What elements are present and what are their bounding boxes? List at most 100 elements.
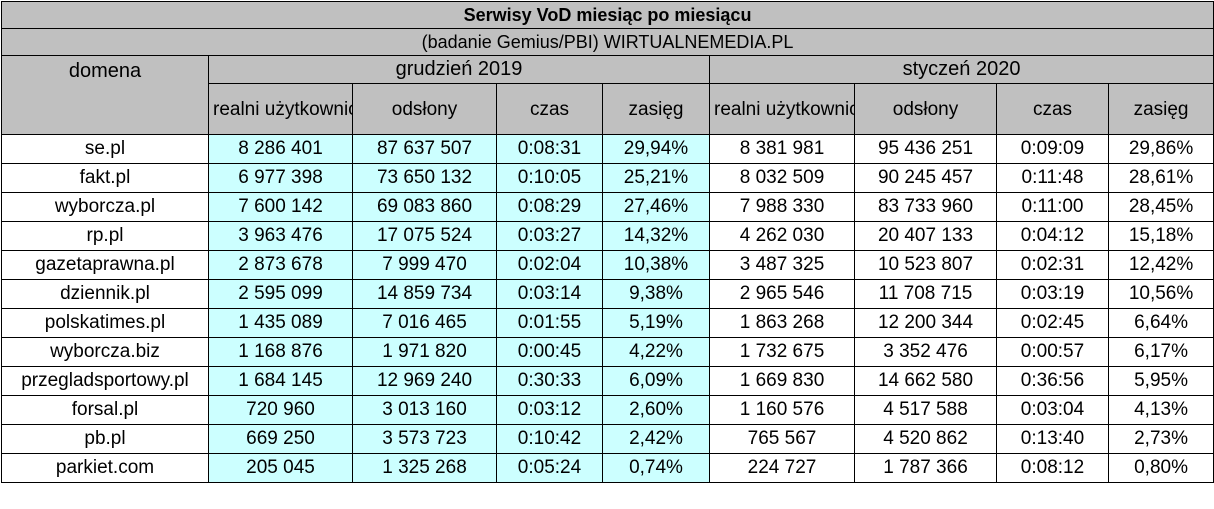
- views-dec-cell: 1 971 820: [352, 337, 497, 367]
- table-row: dziennik.pl 2 595 099 14 859 734 0:03:14 9,3…: [1, 279, 1214, 309]
- reach-jan-cell: 12,42%: [1107, 250, 1214, 280]
- time-jan-cell: 0:09:09: [996, 134, 1109, 164]
- users-dec-cell: 3 963 476: [208, 221, 353, 251]
- users-dec-cell: 8 286 401: [208, 134, 353, 164]
- table-row: wyborcza.biz 1 168 876 1 971 820 0:00:45 4,2…: [1, 337, 1214, 367]
- users-dec-cell: 1 684 145: [208, 366, 353, 396]
- domain-cell: forsal.pl: [1, 395, 209, 425]
- views-jan-cell: 90 245 457: [854, 163, 997, 193]
- time-dec-cell: 0:08:31: [496, 134, 603, 164]
- users-dec-cell: 205 045: [208, 453, 353, 483]
- domain-cell: wyborcza.biz: [1, 337, 209, 367]
- domain-cell: gazetaprawna.pl: [1, 250, 209, 280]
- time-dec-cell: 0:30:33: [496, 366, 603, 396]
- col-header-users-jan: realni użytkownicy: [709, 83, 855, 135]
- views-jan-cell: 14 662 580: [854, 366, 997, 396]
- reach-dec-cell: 29,94%: [602, 134, 710, 164]
- views-dec-cell: 7 999 470: [352, 250, 497, 280]
- col-header-reach-dec: zasięg: [602, 83, 710, 135]
- users-dec-cell: 1 168 876: [208, 337, 353, 367]
- domain-cell: wyborcza.pl: [1, 192, 209, 222]
- users-jan-cell: 2 965 546: [709, 279, 855, 309]
- time-jan-cell: 0:11:48: [996, 163, 1109, 193]
- reach-dec-cell: 25,21%: [602, 163, 710, 193]
- views-dec-cell: 73 650 132: [352, 163, 497, 193]
- time-dec-cell: 0:03:27: [496, 221, 603, 251]
- domain-cell: pb.pl: [1, 424, 209, 454]
- domain-cell: rp.pl: [1, 221, 209, 251]
- table-row: pb.pl 669 250 3 573 723 0:10:42 2,42% 765 567…: [1, 424, 1214, 454]
- users-dec-cell: 669 250: [208, 424, 353, 454]
- domain-cell: parkiet.com: [1, 453, 209, 483]
- users-jan-cell: 1 669 830: [709, 366, 855, 396]
- reach-dec-cell: 27,46%: [602, 192, 710, 222]
- table-row: rp.pl 3 963 476 17 075 524 0:03:27 14,32% 4 2…: [1, 221, 1214, 251]
- domain-cell: se.pl: [1, 134, 209, 164]
- users-jan-cell: 1 732 675: [709, 337, 855, 367]
- users-jan-cell: 8 381 981: [709, 134, 855, 164]
- table-title: Serwisy VoD miesiąc po miesiącu: [0, 1, 1214, 29]
- users-dec-cell: 1 435 089: [208, 308, 353, 338]
- users-jan-cell: 1 863 268: [709, 308, 855, 338]
- views-jan-cell: 83 733 960: [854, 192, 997, 222]
- reach-jan-cell: 4,13%: [1107, 395, 1214, 425]
- table-subtitle: (badanie Gemius/PBI) WIRTUALNEMEDIA.PL: [0, 28, 1214, 56]
- reach-dec-cell: 0,74%: [602, 453, 710, 483]
- time-jan-cell: 0:36:56: [996, 366, 1109, 396]
- views-dec-cell: 3 573 723: [352, 424, 497, 454]
- users-jan-cell: 8 032 509: [709, 163, 855, 193]
- users-jan-cell: 224 727: [709, 453, 855, 483]
- reach-jan-cell: 28,61%: [1107, 163, 1214, 193]
- users-dec-cell: 2 595 099: [208, 279, 353, 309]
- vod-table: Serwisy VoD miesiąc po miesiącu (badanie…: [0, 1, 1214, 483]
- users-jan-cell: 3 487 325: [709, 250, 855, 280]
- reach-jan-cell: 5,95%: [1107, 366, 1214, 396]
- table-row: se.pl 8 286 401 87 637 507 0:08:31 29,94% 8 3…: [1, 134, 1214, 164]
- views-dec-cell: 3 013 160: [352, 395, 497, 425]
- time-jan-cell: 0:03:04: [996, 395, 1109, 425]
- reach-jan-cell: 29,86%: [1107, 134, 1214, 164]
- views-jan-cell: 20 407 133: [854, 221, 997, 251]
- users-jan-cell: 4 262 030: [709, 221, 855, 251]
- views-jan-cell: 11 708 715: [854, 279, 997, 309]
- views-dec-cell: 69 083 860: [352, 192, 497, 222]
- period-header-january: styczeń 2020: [708, 55, 1214, 84]
- time-jan-cell: 0:13:40: [996, 424, 1109, 454]
- reach-jan-cell: 0,80%: [1107, 453, 1214, 483]
- views-dec-cell: 1 325 268: [352, 453, 497, 483]
- col-header-views-jan: odsłony: [854, 83, 997, 135]
- time-jan-cell: 0:04:12: [996, 221, 1109, 251]
- domain-cell: polskatimes.pl: [1, 308, 209, 338]
- table-row: przegladsportowy.pl 1 684 145 12 969 240 0:…: [1, 366, 1214, 396]
- time-jan-cell: 0:02:31: [996, 250, 1109, 280]
- time-jan-cell: 0:08:12: [996, 453, 1109, 483]
- views-jan-cell: 95 436 251: [854, 134, 997, 164]
- time-dec-cell: 0:10:42: [496, 424, 603, 454]
- period-header-december: grudzień 2019: [208, 55, 710, 84]
- time-dec-cell: 0:03:14: [496, 279, 603, 309]
- users-jan-cell: 1 160 576: [709, 395, 855, 425]
- users-dec-cell: 720 960: [208, 395, 353, 425]
- table-row: forsal.pl 720 960 3 013 160 0:03:12 2,60% 1 1…: [1, 395, 1214, 425]
- domain-cell: dziennik.pl: [1, 279, 209, 309]
- reach-dec-cell: 14,32%: [602, 221, 710, 251]
- views-jan-cell: 10 523 807: [854, 250, 997, 280]
- users-dec-cell: 6 977 398: [208, 163, 353, 193]
- table-row: parkiet.com 205 045 1 325 268 0:05:24 0,74% 2…: [1, 453, 1214, 483]
- views-dec-cell: 14 859 734: [352, 279, 497, 309]
- time-dec-cell: 0:00:45: [496, 337, 603, 367]
- table-row: polskatimes.pl 1 435 089 7 016 465 0:01:55 5…: [1, 308, 1214, 338]
- reach-dec-cell: 6,09%: [602, 366, 710, 396]
- time-dec-cell: 0:08:29: [496, 192, 603, 222]
- time-dec-cell: 0:03:12: [496, 395, 603, 425]
- col-header-time-jan: czas: [996, 83, 1109, 135]
- reach-dec-cell: 4,22%: [602, 337, 710, 367]
- users-dec-cell: 7 600 142: [208, 192, 353, 222]
- domain-cell: przegladsportowy.pl: [1, 366, 209, 396]
- time-dec-cell: 0:10:05: [496, 163, 603, 193]
- views-dec-cell: 12 969 240: [352, 366, 497, 396]
- time-jan-cell: 0:03:19: [996, 279, 1109, 309]
- reach-jan-cell: 10,56%: [1107, 279, 1214, 309]
- reach-jan-cell: 6,64%: [1107, 308, 1214, 338]
- reach-dec-cell: 10,38%: [602, 250, 710, 280]
